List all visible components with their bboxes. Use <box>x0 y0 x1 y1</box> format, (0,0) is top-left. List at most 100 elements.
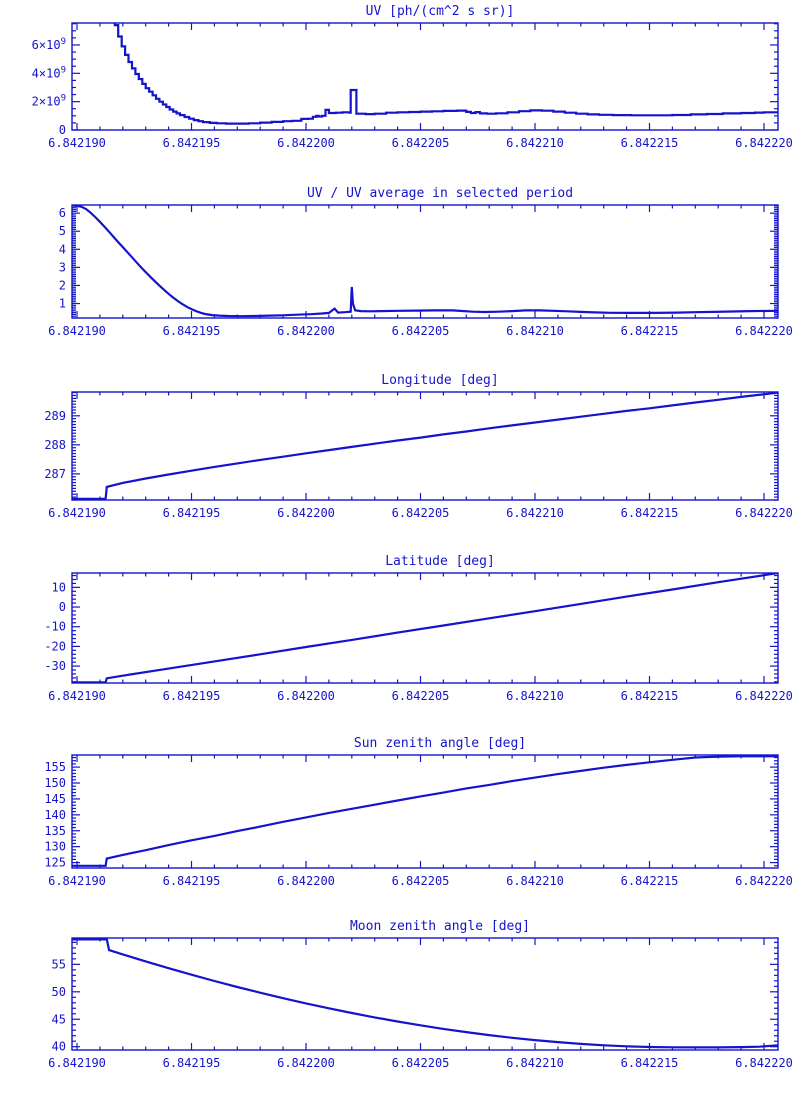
axis-ticks <box>72 938 778 1050</box>
x-tick-label: 6.842210 <box>506 506 564 520</box>
y-tick-label: 288 <box>44 438 66 452</box>
y-tick-label: 6 <box>59 206 66 220</box>
axis-ticks <box>72 205 778 319</box>
y-tick-label: 135 <box>44 824 66 838</box>
data-curve <box>113 23 778 125</box>
x-tick-label: 6.842215 <box>621 324 679 338</box>
y-tick-label: -20 <box>44 639 66 653</box>
y-tick-label: 40 <box>52 1040 66 1054</box>
y-tick-label: 125 <box>44 856 66 870</box>
y-tick-label: 3 <box>59 260 66 274</box>
x-tick-label: 6.842200 <box>277 324 335 338</box>
y-tick-label: 10 <box>52 580 66 594</box>
data-curve <box>72 755 778 867</box>
x-tick-label: 6.842210 <box>506 324 564 338</box>
x-tick-label: 6.842215 <box>621 689 679 703</box>
y-tick-label: 45 <box>52 1012 66 1026</box>
x-tick-label: 6.842195 <box>163 324 221 338</box>
y-tick-label: 130 <box>44 840 66 854</box>
x-tick-label: 6.842205 <box>392 874 450 888</box>
y-tick-label: 150 <box>44 776 66 790</box>
x-tick-label: 6.842195 <box>163 689 221 703</box>
y-tick-label: -10 <box>44 620 66 634</box>
x-tick-label: 6.842190 <box>48 506 106 520</box>
y-tick-label: 1 <box>59 297 66 311</box>
x-tick-label: 6.842220 <box>735 324 793 338</box>
plot-box <box>71 754 779 869</box>
panel-latitude: 10 0 -10 -20 -30 6.842190 6.842195 6.842200 6.84… <box>44 554 793 703</box>
panel-moon-zenith: 40 45 50 55 6.842190 6.842195 6.842200 6.842205… <box>48 919 793 1070</box>
plot-box <box>71 22 779 131</box>
panel-title: Longitude [deg] <box>381 373 498 388</box>
x-tick-label: 6.842215 <box>621 136 679 150</box>
plot-box <box>71 937 779 1051</box>
panel-uv: 0 2×109 4×109 6×109 6.842190 6.842195 6.842200… <box>32 4 793 150</box>
panel-longitude: 287 288 289 6.842190 6.842195 6.842200 6.84220… <box>44 373 793 520</box>
x-tick-label: 6.842200 <box>277 874 335 888</box>
axis-ticks <box>72 573 778 683</box>
y-tick-label: 140 <box>44 808 66 822</box>
axis-ticks <box>72 23 778 131</box>
y-tick-label: 0 <box>59 123 66 137</box>
x-tick-label: 6.842190 <box>48 689 106 703</box>
x-tick-label: 6.842200 <box>277 1056 335 1070</box>
x-tick-label: 6.842195 <box>163 506 221 520</box>
y-tick-label: 5 <box>59 224 66 238</box>
panel-sun-zenith: 125 130 135 140 145 150 155 6.842190 6.842195 6.8… <box>44 736 793 888</box>
y-tick-label: 145 <box>44 792 66 806</box>
plot-box <box>71 391 779 501</box>
x-tick-label: 6.842220 <box>735 1056 793 1070</box>
y-tick-label: 289 <box>44 409 66 423</box>
x-tick-label: 6.842210 <box>506 689 564 703</box>
y-tick-label: 6×109 <box>32 37 66 52</box>
y-tick-label: 50 <box>52 985 66 999</box>
x-tick-label: 6.842200 <box>277 136 335 150</box>
x-tick-label: 6.842195 <box>163 136 221 150</box>
x-tick-label: 6.842220 <box>735 874 793 888</box>
x-tick-label: 6.842205 <box>392 324 450 338</box>
panel-title: Latitude [deg] <box>385 554 495 569</box>
axis-ticks <box>72 391 778 501</box>
x-tick-label: 6.842190 <box>48 136 106 150</box>
x-tick-label: 6.842195 <box>163 874 221 888</box>
panel-title: Sun zenith angle [deg] <box>354 736 526 751</box>
x-tick-label: 6.842200 <box>277 506 335 520</box>
panel-title: UV [ph/(cm^2 s sr)] <box>366 4 515 19</box>
x-tick-label: 6.842215 <box>621 874 679 888</box>
plot-box <box>71 572 779 684</box>
x-tick-label: 6.842210 <box>506 1056 564 1070</box>
y-tick-label: 287 <box>44 467 66 481</box>
y-tick-label: -30 <box>44 659 66 673</box>
panel-uv-ratio: 1 2 3 4 5 6 6.842190 6.842195 6.842200 6.842205 6.… <box>48 186 793 338</box>
x-tick-label: 6.842215 <box>621 506 679 520</box>
y-tick-label: 155 <box>44 760 66 774</box>
x-tick-label: 6.842190 <box>48 324 106 338</box>
x-tick-label: 6.842190 <box>48 874 106 888</box>
data-curve <box>72 938 778 1049</box>
y-tick-label: 4×109 <box>32 65 66 80</box>
panel-title: Moon zenith angle [deg] <box>350 919 530 934</box>
y-tick-label: 0 <box>59 600 66 614</box>
x-tick-label: 6.842205 <box>392 1056 450 1070</box>
x-tick-label: 6.842210 <box>506 874 564 888</box>
data-curve <box>72 205 778 318</box>
panel-title: UV / UV average in selected period <box>307 186 573 201</box>
x-tick-label: 6.842220 <box>735 136 793 150</box>
x-tick-label: 6.842205 <box>392 506 450 520</box>
y-tick-label: 2 <box>59 278 66 292</box>
data-curve <box>72 392 778 500</box>
data-curve <box>72 573 778 683</box>
y-tick-label: 4 <box>59 242 66 256</box>
x-tick-label: 6.842215 <box>621 1056 679 1070</box>
x-tick-label: 6.842190 <box>48 1056 106 1070</box>
x-tick-label: 6.842205 <box>392 689 450 703</box>
x-tick-label: 6.842195 <box>163 1056 221 1070</box>
y-tick-label: 55 <box>52 957 66 971</box>
axis-ticks <box>72 755 778 868</box>
x-tick-label: 6.842210 <box>506 136 564 150</box>
y-tick-label: 2×109 <box>32 94 66 109</box>
x-tick-label: 6.842200 <box>277 689 335 703</box>
x-tick-label: 6.842220 <box>735 689 793 703</box>
